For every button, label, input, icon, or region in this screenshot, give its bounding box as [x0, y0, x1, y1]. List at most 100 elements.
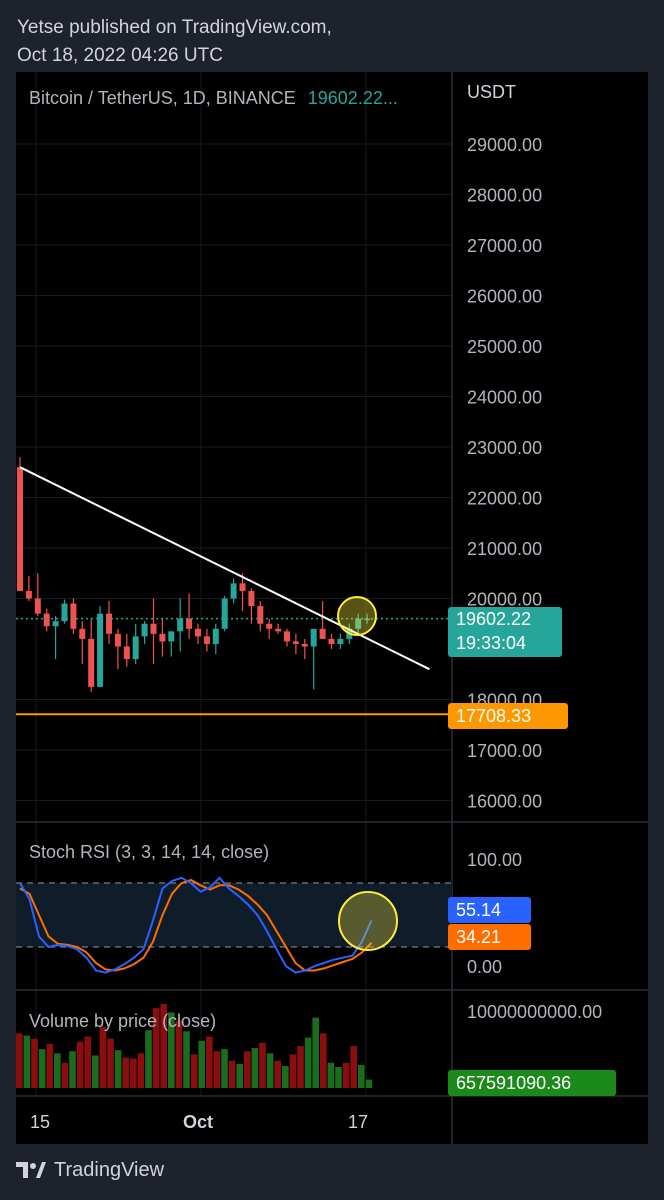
- volume-bar: [206, 1036, 213, 1088]
- volume-bar: [16, 1033, 23, 1088]
- candle-body: [195, 628, 201, 637]
- candle-body: [61, 603, 68, 622]
- candle-body: [275, 628, 282, 632]
- candle-body: [17, 467, 23, 591]
- price-tick-label: 29000.00: [467, 135, 542, 155]
- volume-bar: [236, 1063, 243, 1088]
- candle-body: [97, 613, 104, 687]
- candle-body: [212, 628, 219, 644]
- volume-bar: [266, 1053, 274, 1088]
- time-label-oct: Oct: [183, 1112, 214, 1132]
- candle-body: [25, 590, 32, 599]
- volume-bar: [38, 1049, 46, 1088]
- volume-bar: [251, 1048, 259, 1088]
- chart-svg[interactable]: 29000.00 28000.00 27000.00 26000.00 25000.00…: [16, 72, 648, 1144]
- volume-scale-max: 10000000000.00: [467, 1002, 603, 1022]
- volume-bar: [342, 1062, 350, 1088]
- volume-bar: [130, 1058, 137, 1088]
- volume-bar: [198, 1040, 205, 1088]
- volume-bar: [190, 1054, 198, 1088]
- candle-body: [337, 638, 344, 644]
- candle-body: [132, 636, 139, 660]
- volume-bar: [213, 1051, 221, 1088]
- price-tick-label: 16000.00: [467, 792, 542, 812]
- candle-body: [88, 638, 95, 687]
- stoch-rsi-title[interactable]: Stoch RSI (3, 3, 14, 14, close): [29, 842, 270, 862]
- candle-body: [355, 618, 362, 629]
- price-tick-label: 25000.00: [467, 337, 542, 357]
- candle-body: [221, 598, 228, 629]
- candle-body: [150, 623, 157, 634]
- volume-bar: [168, 1012, 175, 1088]
- time-label-15: 15: [30, 1112, 51, 1132]
- volume-bar: [335, 1067, 342, 1088]
- volume-bar: [365, 1079, 373, 1088]
- volume-bar: [23, 1035, 31, 1088]
- candle-body: [266, 623, 273, 629]
- candle-body: [284, 631, 290, 642]
- volume-bar: [145, 1030, 152, 1088]
- symbol-title[interactable]: Bitcoin / TetherUS, 1D, BINANCE 19602.22.…: [29, 88, 398, 109]
- volume-bar: [350, 1046, 357, 1088]
- symbol-name: Bitcoin / TetherUS, 1D, BINANCE: [29, 88, 296, 108]
- price-ticks: 29000.00 28000.00 27000.00 26000.00 25000.00…: [467, 135, 542, 812]
- price-tick-label: 26000.00: [467, 287, 542, 307]
- time-label-17: 17: [348, 1112, 369, 1132]
- volume-bar: [114, 1050, 122, 1088]
- candle-body: [248, 590, 255, 607]
- volume-bar: [244, 1051, 251, 1088]
- volume-bar: [122, 1057, 129, 1088]
- price-tick-label: 20000.00: [467, 590, 542, 610]
- stoch-tick-0: 0.00: [467, 957, 503, 977]
- support-price-tag: 17708.33: [448, 703, 568, 729]
- volume-bar: [183, 1031, 190, 1088]
- volume-bar: [221, 1049, 228, 1088]
- candle-body: [230, 583, 237, 599]
- volume-bars: [16, 1004, 373, 1088]
- chart-canvas[interactable]: 29000.00 28000.00 27000.00 26000.00 25000.00…: [16, 72, 648, 1144]
- candle-body: [186, 618, 193, 629]
- candle-body: [257, 606, 264, 624]
- publish-header: Yetse published on TradingView.com, Oct …: [17, 14, 332, 70]
- volume-bar: [54, 1053, 61, 1088]
- last-price-tag: 19602.22 19:33:04: [448, 607, 562, 657]
- volume-bar: [175, 1020, 183, 1088]
- volume-bar: [76, 1041, 84, 1088]
- candle-body: [79, 628, 86, 639]
- price-tick-label: 23000.00: [467, 438, 542, 458]
- volume-bar: [69, 1051, 76, 1088]
- candle-body: [159, 633, 166, 642]
- candle-body: [328, 638, 335, 644]
- stoch-tick-100: 100.00: [467, 850, 523, 870]
- volume-bar: [92, 1055, 99, 1088]
- volume-title[interactable]: Volume by price (close): [29, 1011, 217, 1031]
- volume-bar: [46, 1043, 53, 1088]
- volume-bar: [320, 1033, 327, 1088]
- currency-label: USDT: [467, 82, 516, 102]
- volume-bar: [312, 1017, 319, 1088]
- candle-body: [70, 603, 77, 629]
- bar-countdown: 19:33:04: [456, 633, 527, 653]
- candle-body: [141, 623, 148, 637]
- last-price-readout: 19602.22...: [307, 88, 398, 108]
- price-tick-label: 28000.00: [467, 186, 542, 206]
- stoch-d-value-tag: 34.21: [448, 924, 531, 950]
- candle-body: [319, 628, 326, 639]
- stoch-d-line: [19, 878, 373, 972]
- highlight-circle-stoch: [338, 891, 398, 951]
- candle-body: [203, 636, 210, 644]
- candle-body: [177, 618, 184, 632]
- tradingview-logo-icon: [16, 1162, 46, 1178]
- candle-body: [106, 613, 112, 634]
- tradingview-footer[interactable]: TradingView: [16, 1156, 164, 1184]
- candle-body: [310, 628, 317, 647]
- price-tick-label: 24000.00: [467, 388, 542, 408]
- candle-body: [168, 631, 175, 642]
- candle-body: [43, 613, 50, 627]
- price-tick-label: 17000.00: [467, 741, 542, 761]
- publish-date-text: Oct 18, 2022 04:26 UTC: [17, 45, 223, 66]
- candle-body: [34, 598, 41, 614]
- volume-bar: [327, 1062, 335, 1088]
- price-tick-label: 21000.00: [467, 539, 542, 559]
- tradingview-brand: TradingView: [54, 1158, 165, 1181]
